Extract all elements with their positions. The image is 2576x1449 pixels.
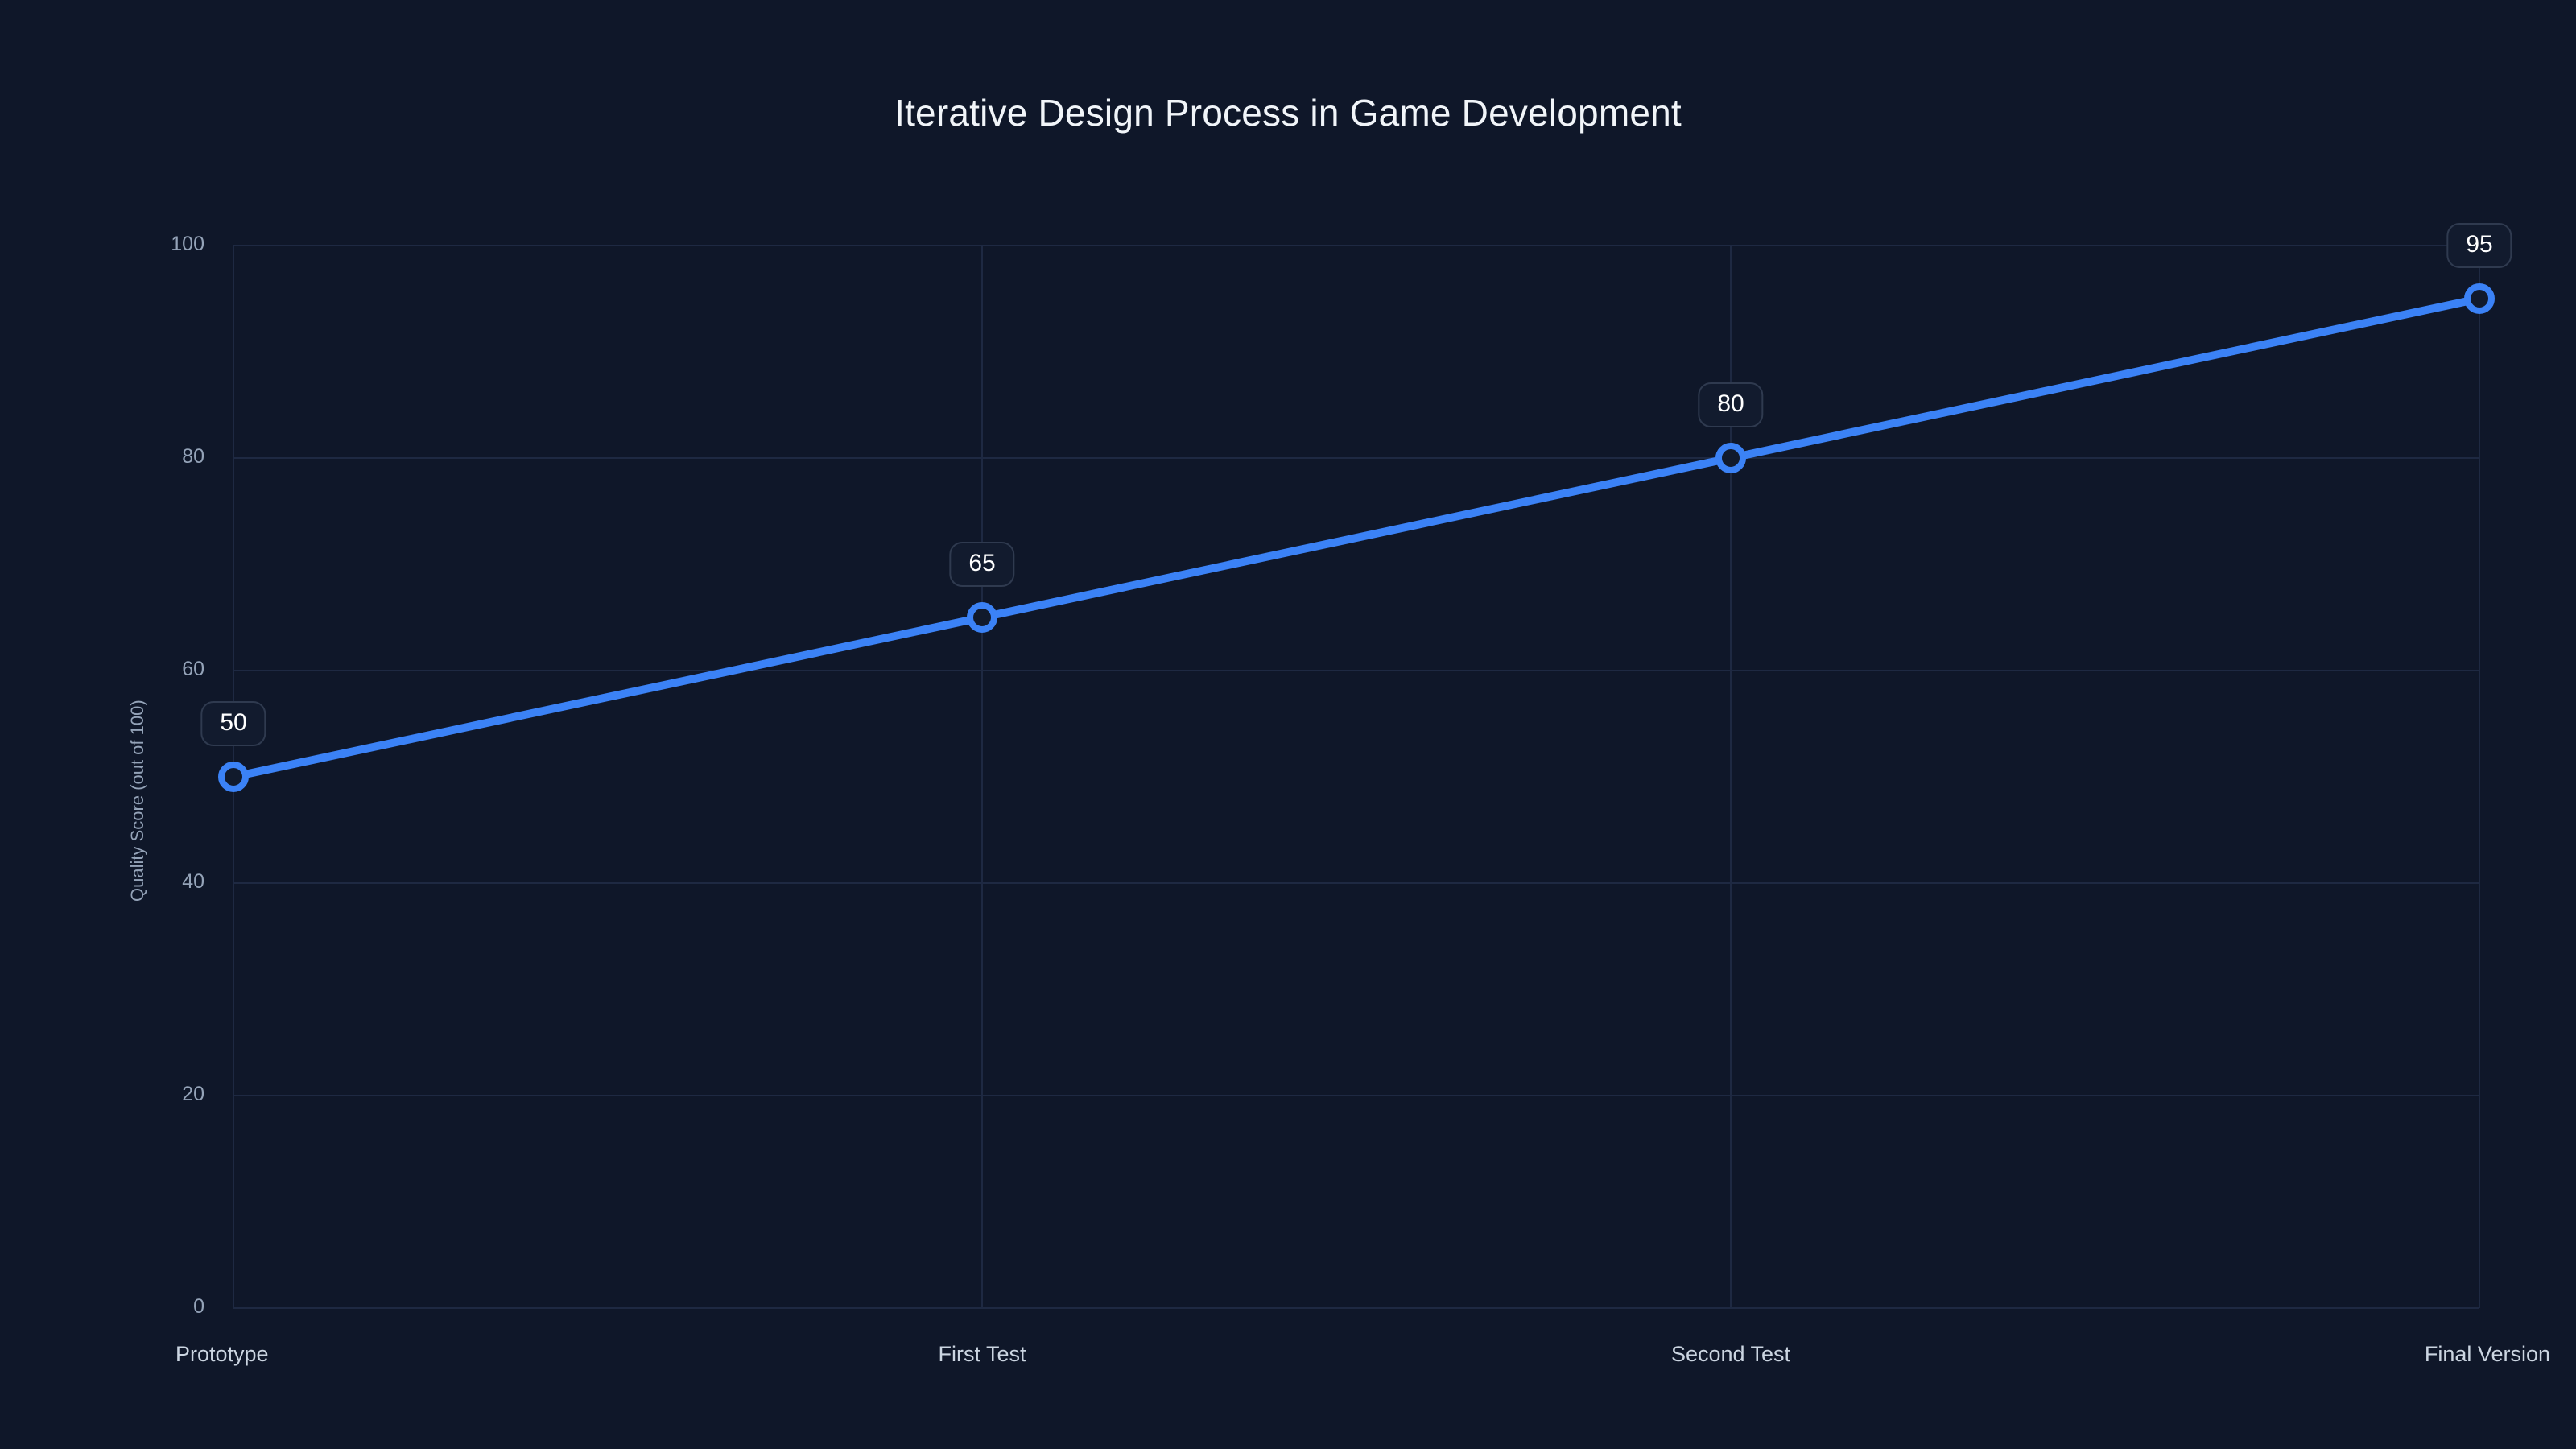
line-path bbox=[229, 295, 2483, 781]
y-axis-tick-label: 80 bbox=[182, 445, 204, 468]
grid-lines bbox=[233, 245, 2480, 1309]
plot-area bbox=[218, 245, 2495, 1309]
data-point-marker[interactable] bbox=[1715, 443, 1746, 473]
y-axis-tick-label: 20 bbox=[182, 1083, 204, 1105]
y-axis-tick-label: 60 bbox=[182, 658, 204, 680]
data-value-badge: 95 bbox=[2446, 223, 2512, 268]
x-axis-tick-label: Final Version bbox=[2424, 1342, 2550, 1366]
y-axis-tick-label: 40 bbox=[182, 870, 204, 893]
plot-svg bbox=[218, 245, 2495, 1309]
x-axis-tick-label: Second Test bbox=[1670, 1342, 1791, 1366]
y-axis-tick-label: 0 bbox=[193, 1295, 204, 1318]
x-axis-tick-label: Prototype bbox=[175, 1342, 269, 1366]
y-axis-tick-label: 100 bbox=[171, 233, 204, 255]
axis-lines bbox=[233, 246, 2479, 1309]
data-point-marker[interactable] bbox=[218, 762, 249, 792]
series-markers bbox=[218, 283, 2495, 792]
x-axis-tick-label: First Test bbox=[938, 1342, 1026, 1366]
data-value-badge: 50 bbox=[200, 701, 266, 746]
chart-title: Iterative Design Process in Game Develop… bbox=[894, 92, 1682, 134]
series-line-quality-score bbox=[229, 295, 2483, 781]
data-value-badge: 80 bbox=[1698, 382, 1764, 427]
data-point-marker[interactable] bbox=[967, 602, 997, 633]
data-value-badge: 65 bbox=[949, 542, 1015, 587]
data-point-marker[interactable] bbox=[2464, 283, 2495, 314]
